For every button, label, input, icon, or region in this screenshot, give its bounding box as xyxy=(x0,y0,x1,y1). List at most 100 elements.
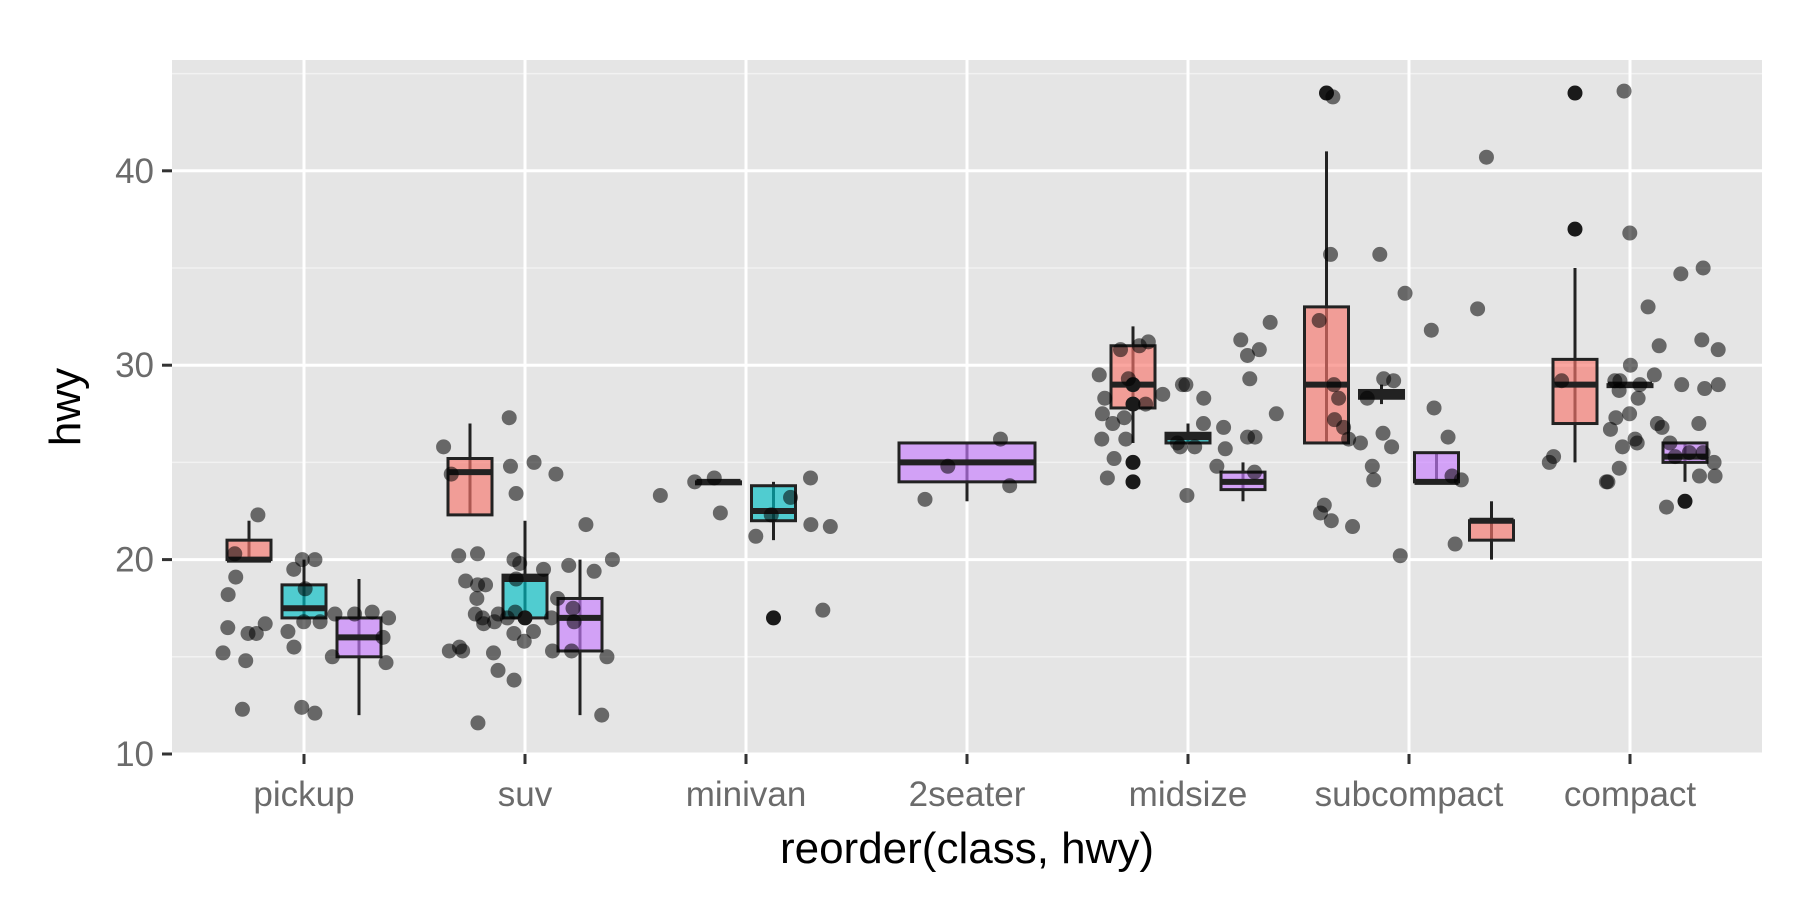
data-point xyxy=(499,610,515,626)
data-point xyxy=(748,528,764,544)
data-point xyxy=(1615,439,1631,455)
data-point xyxy=(1155,386,1171,402)
data-point xyxy=(525,624,541,640)
data-point xyxy=(1384,439,1400,455)
data-point xyxy=(1196,390,1212,406)
data-point xyxy=(307,552,323,568)
data-point xyxy=(1364,458,1380,474)
data-point xyxy=(375,629,391,645)
data-point xyxy=(1627,431,1643,447)
data-point xyxy=(1667,449,1683,465)
data-point xyxy=(548,466,564,482)
data-point xyxy=(1140,334,1156,350)
data-point xyxy=(1359,390,1375,406)
jitter-points xyxy=(215,83,1726,731)
data-point xyxy=(604,552,620,568)
data-point xyxy=(1172,439,1188,455)
data-point xyxy=(1423,322,1439,338)
data-point xyxy=(1706,454,1722,470)
data-point xyxy=(1233,332,1249,348)
data-point xyxy=(1242,371,1258,387)
data-point xyxy=(1345,519,1361,535)
data-point xyxy=(1138,396,1154,412)
data-point xyxy=(803,517,819,533)
data-point xyxy=(1099,470,1115,486)
data-point xyxy=(364,604,380,620)
data-point xyxy=(543,610,559,626)
data-point xyxy=(490,662,506,678)
data-point xyxy=(451,548,467,564)
data-point xyxy=(485,645,501,661)
data-point xyxy=(1366,472,1382,488)
data-point xyxy=(1316,497,1332,513)
x-tick-label: compact xyxy=(1564,775,1697,814)
data-point xyxy=(1323,513,1339,529)
data-point xyxy=(1179,487,1195,503)
data-point xyxy=(506,625,522,641)
data-point xyxy=(1372,246,1388,262)
data-point xyxy=(506,552,522,568)
data-point xyxy=(1674,377,1690,393)
data-point xyxy=(706,470,722,486)
data-point xyxy=(1662,435,1678,451)
data-point xyxy=(296,614,312,630)
data-point xyxy=(516,633,532,649)
data-point xyxy=(506,672,522,688)
data-point xyxy=(508,486,524,502)
data-point xyxy=(470,577,486,593)
x-axis-title: reorder(class, hwy) xyxy=(780,824,1154,873)
data-point xyxy=(1113,342,1129,358)
data-point xyxy=(1440,429,1456,445)
data-point xyxy=(381,610,397,626)
data-point xyxy=(469,590,485,606)
x-tick-label: pickup xyxy=(253,775,354,814)
outlier-point xyxy=(1125,396,1141,412)
data-point xyxy=(1710,377,1726,393)
data-point xyxy=(1392,548,1408,564)
data-point xyxy=(324,649,340,665)
outlier-point xyxy=(1677,493,1693,509)
data-point xyxy=(286,561,302,577)
data-point xyxy=(1178,377,1194,393)
data-point xyxy=(294,699,310,715)
data-point xyxy=(1691,416,1707,432)
data-point xyxy=(234,701,250,717)
data-point xyxy=(1240,429,1256,445)
data-point xyxy=(1695,260,1711,276)
data-point xyxy=(1247,464,1263,480)
data-point xyxy=(228,569,244,585)
data-point xyxy=(220,587,236,603)
data-point xyxy=(822,519,838,535)
data-point xyxy=(815,602,831,618)
data-point xyxy=(1707,468,1723,484)
data-point xyxy=(238,653,254,669)
data-point xyxy=(470,715,486,731)
data-point xyxy=(1397,285,1413,301)
data-point xyxy=(327,606,343,622)
data-point xyxy=(286,639,302,655)
data-point xyxy=(1612,373,1628,389)
data-point xyxy=(240,625,256,641)
data-point xyxy=(599,649,615,665)
data-point xyxy=(1352,435,1368,451)
y-tick-label: 20 xyxy=(115,541,154,580)
data-point xyxy=(545,643,561,659)
data-point xyxy=(1105,416,1121,432)
data-point xyxy=(564,643,580,659)
data-point xyxy=(257,616,273,632)
data-point xyxy=(1478,149,1494,165)
outlier-point xyxy=(1567,221,1583,237)
data-point xyxy=(312,614,328,630)
data-point xyxy=(476,616,492,632)
data-point xyxy=(1632,377,1648,393)
data-point xyxy=(250,507,266,523)
data-point xyxy=(1598,474,1614,490)
data-point xyxy=(1608,410,1624,426)
data-point xyxy=(297,581,313,597)
data-point xyxy=(1616,83,1632,99)
data-point xyxy=(294,552,310,568)
data-point xyxy=(763,507,779,523)
box-subcompact-3 xyxy=(1468,501,1515,560)
data-point xyxy=(1209,458,1225,474)
data-point xyxy=(1673,266,1689,282)
